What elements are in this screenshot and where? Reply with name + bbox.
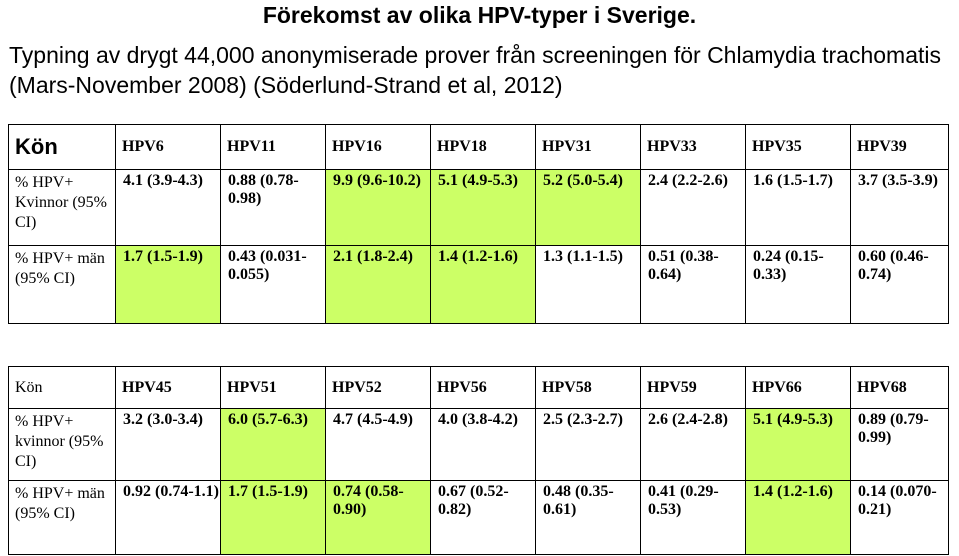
table-cell: 0.24 (0.15-0.33) xyxy=(745,245,851,324)
table-cell: 2.5 (2.3-2.7) xyxy=(535,408,641,481)
column-header: HPV39 xyxy=(850,124,949,170)
table-cell: 6.0 (5.7-6.3) xyxy=(220,408,326,481)
page-subtitle: Typning av drygt 44,000 anonymiserade pr… xyxy=(9,42,941,98)
table-cell: 0.89 (0.79-0.99) xyxy=(850,408,949,481)
table-row: % HPV+ Kvinnor (95% CI) 4.1 (3.9-4.3) 0.… xyxy=(8,169,949,246)
row-label: % HPV+ kvinnor (95% CI) xyxy=(8,408,116,481)
table-cell: 0.51 (0.38-0.64) xyxy=(640,245,746,324)
column-header-kon: Kön xyxy=(8,124,116,170)
table-cell: 4.7 (4.5-4.9) xyxy=(325,408,431,481)
table-cell: 3.7 (3.5-3.9) xyxy=(850,169,949,246)
table-cell: 5.2 (5.0-5.4) xyxy=(535,169,641,246)
table-cell: 2.6 (2.4-2.8) xyxy=(640,408,746,481)
column-header: HPV68 xyxy=(850,366,949,409)
column-header: HPV51 xyxy=(220,366,326,409)
table-cell: 0.67 (0.52-0.82) xyxy=(430,480,536,555)
table-cell: 4.1 (3.9-4.3) xyxy=(115,169,221,246)
column-header: HPV31 xyxy=(535,124,641,170)
row-label: % HPV+ män (95% CI) xyxy=(8,480,116,555)
column-header: HPV59 xyxy=(640,366,746,409)
table-cell: 2.1 (1.8-2.4) xyxy=(325,245,431,324)
table-cell: 0.74 (0.58-0.90) xyxy=(325,480,431,555)
hpv-table-1: Kön HPV6 HPV11 HPV16 HPV18 HPV31 HPV33 H… xyxy=(8,124,949,324)
column-header: HPV52 xyxy=(325,366,431,409)
table-row: % HPV+ män (95% CI) 0.92 (0.74-1.1) 1.7 … xyxy=(8,480,949,555)
row-label: % HPV+ män (95% CI) xyxy=(8,245,116,324)
table-cell: 1.7 (1.5-1.9) xyxy=(220,480,326,555)
row-label: % HPV+ Kvinnor (95% CI) xyxy=(8,169,116,246)
table-cell: 1.3 (1.1-1.5) xyxy=(535,245,641,324)
table-cell: 4.0 (3.8-4.2) xyxy=(430,408,536,481)
hpv-table-2: Kön HPV45 HPV51 HPV52 HPV56 HPV58 HPV59 … xyxy=(8,366,949,555)
table-cell: 1.6 (1.5-1.7) xyxy=(745,169,851,246)
table-cell: 3.2 (3.0-3.4) xyxy=(115,408,221,481)
table-header-row: Kön HPV6 HPV11 HPV16 HPV18 HPV31 HPV33 H… xyxy=(8,124,949,170)
table-cell: 5.1 (4.9-5.3) xyxy=(430,169,536,246)
table-cell: 0.41 (0.29-0.53) xyxy=(640,480,746,555)
table-header-row: Kön HPV45 HPV51 HPV52 HPV56 HPV58 HPV59 … xyxy=(8,366,949,409)
table-cell: 0.43 (0.031- 0.055) xyxy=(220,245,326,324)
page-title: Förekomst av olika HPV-typer i Sverige. xyxy=(262,2,697,28)
column-header: HPV58 xyxy=(535,366,641,409)
column-header: HPV18 xyxy=(430,124,536,170)
column-header: HPV6 xyxy=(115,124,221,170)
column-header: HPV45 xyxy=(115,366,221,409)
table-row: % HPV+ kvinnor (95% CI) 3.2 (3.0-3.4) 6.… xyxy=(8,408,949,481)
table-cell: 1.4 (1.2-1.6) xyxy=(430,245,536,324)
column-header: HPV66 xyxy=(745,366,851,409)
table-row: % HPV+ män (95% CI) 1.7 (1.5-1.9) 0.43 (… xyxy=(8,245,949,324)
column-header: HPV35 xyxy=(745,124,851,170)
table-cell: 2.4 (2.2-2.6) xyxy=(640,169,746,246)
column-header-kon: Kön xyxy=(8,366,116,409)
column-header: HPV11 xyxy=(220,124,326,170)
table-cell: 1.4 (1.2-1.6) xyxy=(745,480,851,555)
table-cell: 0.48 (0.35-0.61) xyxy=(535,480,641,555)
table-cell: 9.9 (9.6-10.2) xyxy=(325,169,431,246)
table-cell: 5.1 (4.9-5.3) xyxy=(745,408,851,481)
column-header: HPV56 xyxy=(430,366,536,409)
column-header: HPV33 xyxy=(640,124,746,170)
table-cell: 1.7 (1.5-1.9) xyxy=(115,245,221,324)
table-cell: 0.92 (0.74-1.1) xyxy=(115,480,221,555)
table-cell: 0.88 (0.78-0.98) xyxy=(220,169,326,246)
table-cell: 0.60 (0.46-0.74) xyxy=(850,245,949,324)
column-header: HPV16 xyxy=(325,124,431,170)
table-cell: 0.14 (0.070- 0.21) xyxy=(850,480,949,555)
